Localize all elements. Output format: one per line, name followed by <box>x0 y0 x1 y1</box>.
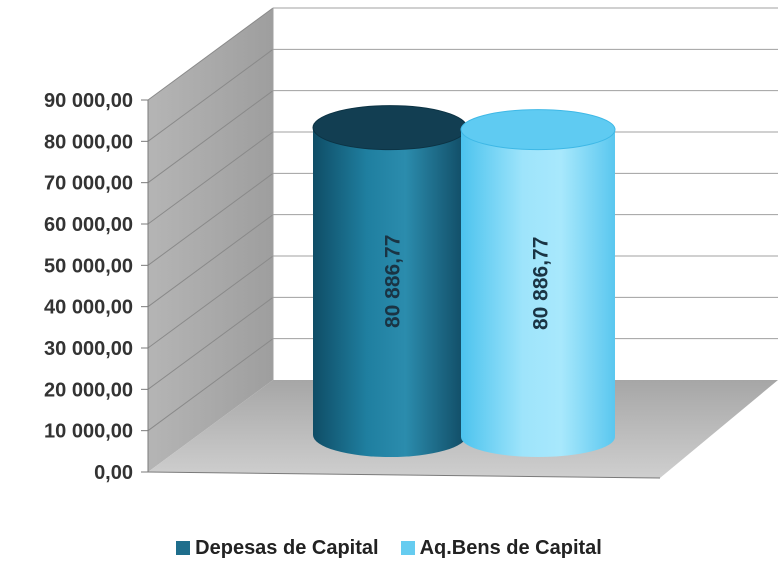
y-tick-label: 70 000,00 <box>44 173 133 195</box>
y-tick-label: 80 000,00 <box>44 131 133 153</box>
data-label: 80 886,77 <box>530 237 553 330</box>
y-tick-label: 50 000,00 <box>44 255 133 277</box>
gridline-side <box>147 7 274 101</box>
legend-item-aqbens: Aq.Bens de Capital <box>400 536 602 560</box>
y-tick-label: 30 000,00 <box>44 338 133 360</box>
gridline-side <box>147 296 274 390</box>
bars: 80 886,77 80 886,77 <box>312 105 616 457</box>
gridline-side <box>147 172 274 266</box>
gridline-side <box>147 214 274 308</box>
legend: Depesas de Capital Aq.Bens de Capital <box>0 534 778 562</box>
gridline-side <box>147 255 274 349</box>
gridline-side <box>147 90 274 184</box>
gridline-side <box>147 338 274 432</box>
legend-swatch-depesas <box>176 541 191 555</box>
data-label: 80 886,77 <box>382 235 405 328</box>
bar-top <box>312 105 468 151</box>
legend-label-aqbens: Aq.Bens de Capital <box>419 536 602 559</box>
gridline-side <box>147 131 274 225</box>
legend-label-depesas: Depesas de Capital <box>195 536 379 559</box>
y-axis: 0,00 10 000,00 20 000,00 30 000,00 40 000,00… <box>44 7 778 484</box>
bar-top <box>460 109 616 151</box>
bar-cylinder-depesas: 80 886,77 <box>312 105 468 457</box>
legend-item-depesas: Depesas de Capital <box>176 536 379 560</box>
y-tick-label: 10 000,00 <box>44 421 133 443</box>
y-tick-label: 40 000,00 <box>44 297 133 319</box>
bar-body <box>313 127 467 457</box>
side-wall <box>148 8 273 472</box>
bar-body <box>461 129 615 457</box>
gridline-side <box>147 48 274 142</box>
y-tick-label: 20 000,00 <box>44 379 133 401</box>
y-tick-label: 90 000,00 <box>44 90 133 112</box>
x-axis-line <box>147 471 661 479</box>
bar-cylinder-aqbens: 80 886,77 <box>460 109 616 457</box>
y-tick-label: 60 000,00 <box>44 214 133 236</box>
legend-swatch-aqbens <box>400 541 415 555</box>
y-tick-label: 0,00 <box>94 462 133 484</box>
